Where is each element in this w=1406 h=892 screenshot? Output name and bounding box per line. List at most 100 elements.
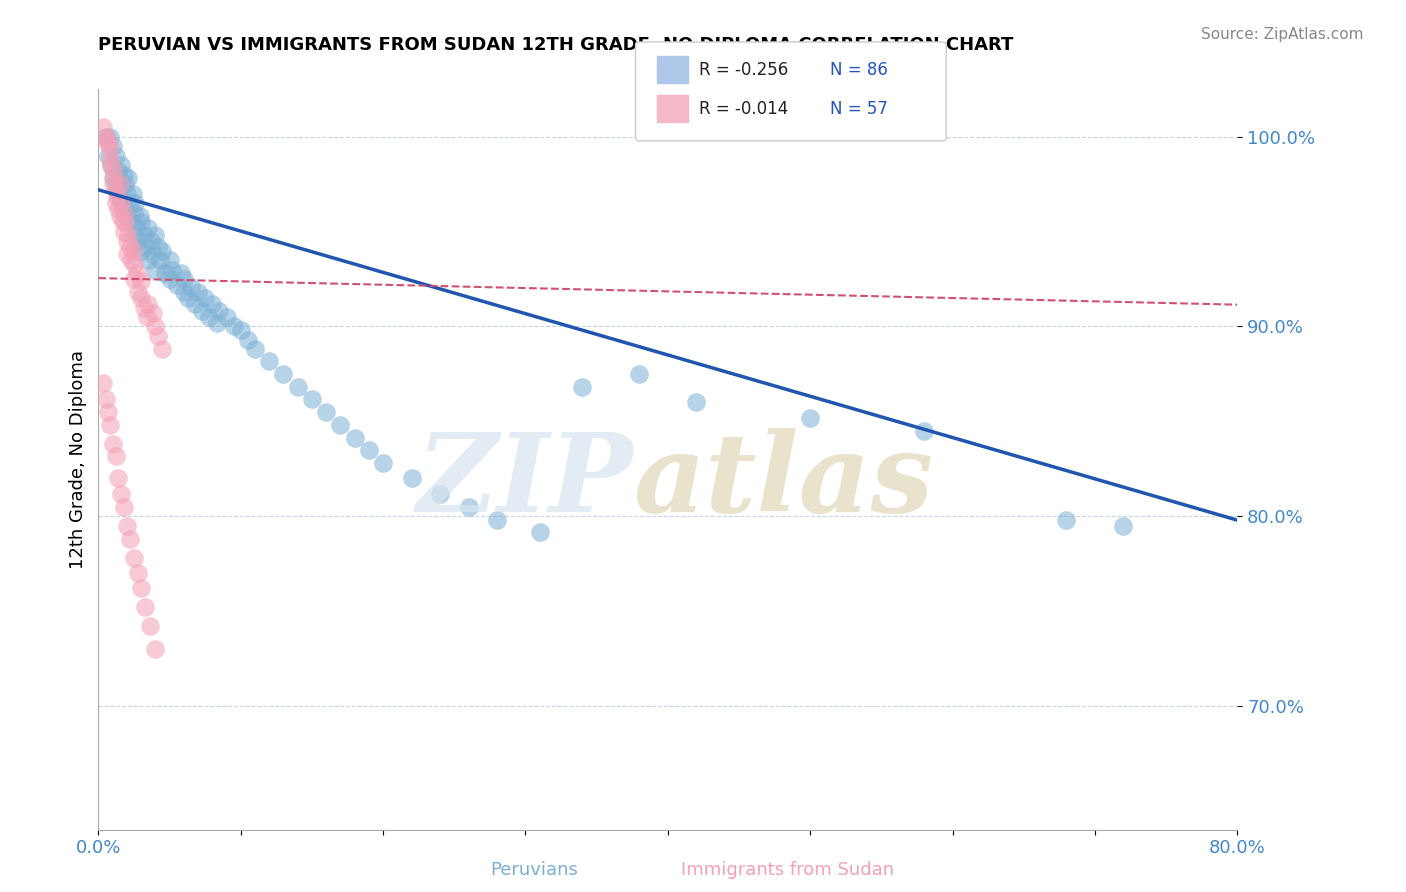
Point bbox=[108, 190, 131, 204]
Point bbox=[136, 296, 159, 310]
Point bbox=[117, 228, 139, 243]
Point bbox=[91, 120, 114, 135]
Point bbox=[145, 228, 167, 243]
Point bbox=[141, 306, 163, 320]
Point bbox=[273, 367, 295, 381]
Point bbox=[115, 518, 138, 533]
Point bbox=[115, 186, 138, 201]
Text: R = -0.014: R = -0.014 bbox=[699, 100, 787, 118]
Point bbox=[236, 333, 259, 347]
Point bbox=[128, 210, 150, 224]
Point bbox=[122, 272, 145, 286]
Point bbox=[104, 183, 127, 197]
Point bbox=[129, 274, 152, 288]
Point bbox=[112, 168, 135, 182]
Point bbox=[571, 380, 593, 394]
Point bbox=[118, 240, 141, 254]
Point bbox=[180, 279, 202, 293]
Point bbox=[110, 196, 132, 211]
Point bbox=[152, 343, 174, 357]
Point bbox=[315, 405, 337, 419]
Text: PERUVIAN VS IMMIGRANTS FROM SUDAN 12TH GRADE, NO DIPLOMA CORRELATION CHART: PERUVIAN VS IMMIGRANTS FROM SUDAN 12TH G… bbox=[98, 36, 1014, 54]
Point bbox=[184, 296, 207, 310]
Point bbox=[112, 202, 135, 216]
Point bbox=[125, 266, 148, 280]
Point bbox=[118, 196, 141, 211]
Point bbox=[148, 329, 170, 343]
Point bbox=[373, 456, 395, 470]
Point bbox=[329, 418, 352, 433]
Point bbox=[105, 183, 128, 197]
Point bbox=[114, 215, 136, 229]
Point bbox=[108, 177, 131, 191]
Point bbox=[124, 196, 146, 211]
Point bbox=[94, 392, 117, 406]
Point bbox=[122, 257, 145, 271]
Point bbox=[125, 220, 148, 235]
Point bbox=[215, 310, 238, 324]
Point bbox=[107, 471, 129, 485]
Point bbox=[134, 600, 156, 615]
Point bbox=[115, 210, 138, 224]
Point bbox=[104, 177, 127, 191]
Point bbox=[159, 253, 181, 268]
Point bbox=[98, 418, 121, 433]
Point bbox=[685, 395, 707, 409]
Point bbox=[628, 367, 651, 381]
Point bbox=[115, 247, 138, 261]
Point bbox=[129, 244, 152, 258]
Point bbox=[112, 500, 135, 514]
Point bbox=[114, 177, 136, 191]
Point bbox=[104, 148, 127, 162]
Point bbox=[194, 291, 217, 305]
Point bbox=[429, 486, 451, 500]
Point bbox=[162, 262, 184, 277]
Point bbox=[134, 240, 156, 254]
Point bbox=[117, 171, 139, 186]
Point bbox=[301, 392, 323, 406]
Point bbox=[132, 301, 155, 315]
Point bbox=[135, 310, 157, 324]
Point bbox=[120, 215, 142, 229]
Point bbox=[107, 202, 129, 216]
Point bbox=[187, 285, 209, 300]
Point bbox=[357, 442, 380, 457]
Point bbox=[1112, 518, 1135, 533]
Point bbox=[100, 158, 122, 172]
Text: R = -0.256: R = -0.256 bbox=[699, 61, 787, 78]
Point bbox=[166, 277, 188, 292]
Point bbox=[139, 234, 162, 248]
Point bbox=[98, 153, 121, 167]
Text: N = 86: N = 86 bbox=[830, 61, 887, 78]
Point bbox=[122, 205, 145, 219]
Point bbox=[173, 272, 195, 286]
Point bbox=[122, 551, 145, 566]
Point bbox=[97, 148, 120, 162]
Point bbox=[110, 158, 132, 172]
Point bbox=[141, 247, 163, 261]
Point bbox=[149, 253, 172, 268]
Point bbox=[152, 244, 174, 258]
Point bbox=[129, 291, 152, 305]
Point bbox=[108, 177, 131, 191]
Y-axis label: 12th Grade, No Diploma: 12th Grade, No Diploma bbox=[69, 350, 87, 569]
Point bbox=[177, 291, 200, 305]
Point bbox=[111, 215, 134, 229]
Point bbox=[145, 642, 167, 657]
Point bbox=[120, 253, 142, 268]
Point bbox=[912, 424, 935, 438]
Point bbox=[148, 240, 170, 254]
Text: atlas: atlas bbox=[634, 428, 934, 535]
Point bbox=[529, 524, 551, 539]
Point bbox=[136, 253, 159, 268]
Point bbox=[259, 353, 281, 368]
Point bbox=[104, 449, 127, 463]
Point bbox=[101, 164, 124, 178]
Point bbox=[105, 190, 128, 204]
Point bbox=[101, 177, 124, 191]
Point bbox=[94, 129, 117, 144]
Point bbox=[112, 205, 135, 219]
Point bbox=[457, 500, 479, 514]
Point bbox=[129, 215, 152, 229]
Point bbox=[198, 310, 221, 324]
